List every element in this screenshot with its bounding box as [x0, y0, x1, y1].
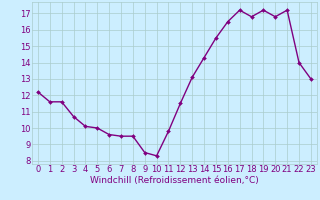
X-axis label: Windchill (Refroidissement éolien,°C): Windchill (Refroidissement éolien,°C)	[90, 176, 259, 185]
